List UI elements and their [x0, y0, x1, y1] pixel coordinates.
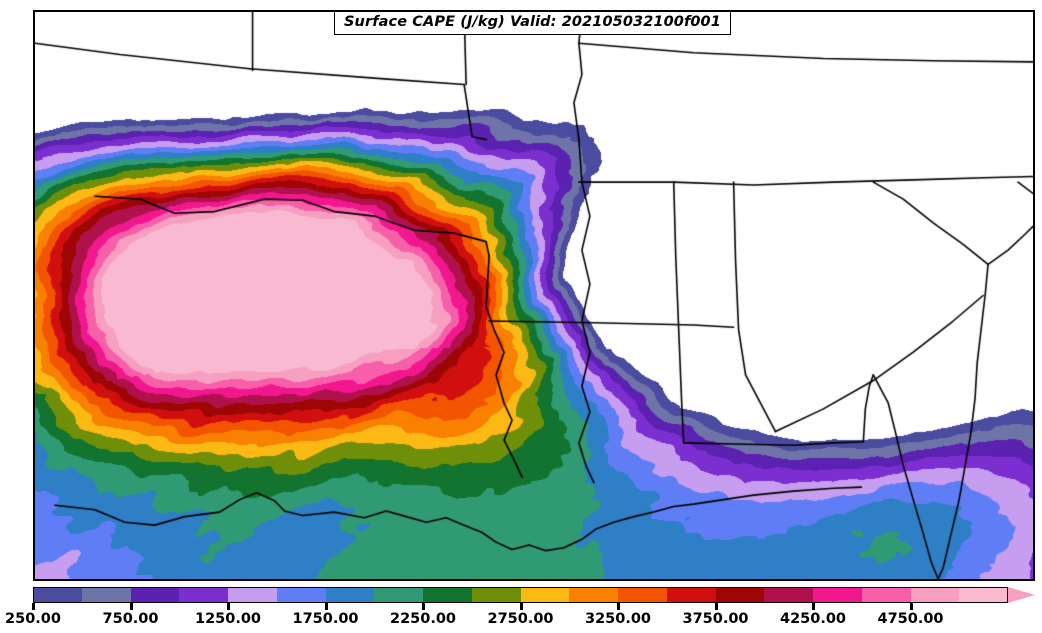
- colorbar-swatch: [715, 587, 765, 603]
- colorbar-swatch: [618, 587, 668, 603]
- colorbar-swatch: [179, 587, 229, 603]
- cape-contour-field: [35, 12, 1033, 579]
- colorbar-swatch: [861, 587, 912, 603]
- colorbar-tick-label: 1750.00: [292, 611, 359, 627]
- colorbar-tick: [909, 603, 913, 610]
- colorbar-tick-label: 2250.00: [389, 611, 457, 627]
- colorbar-tick-label: 250.00: [5, 611, 61, 627]
- colorbar-swatch: [959, 587, 1009, 603]
- colorbar-swatch: [325, 587, 375, 603]
- colorbar-tick-label: 3750.00: [682, 611, 749, 627]
- colorbar-tick: [519, 603, 523, 610]
- colorbar-tick: [714, 603, 718, 610]
- colorbar-swatch: [423, 587, 473, 603]
- colorbar-swatch: [374, 587, 424, 603]
- colorbar-swatch: [520, 587, 570, 603]
- colorbar-tick: [227, 603, 230, 610]
- plot-title: Surface CAPE (J/kg) Valid: 202105032100f…: [344, 14, 721, 30]
- colorbar-tick: [812, 603, 815, 610]
- colorbar-swatch: [471, 587, 522, 603]
- colorbar-swatch: [81, 587, 132, 603]
- colorbar-swatch: [764, 587, 814, 603]
- colorbar-tick: [422, 603, 425, 610]
- colorbar-tick-label: 3250.00: [584, 611, 652, 627]
- plot-title-box: Surface CAPE (J/kg) Valid: 202105032100f…: [334, 11, 731, 36]
- colorbar-swatch: [813, 587, 863, 603]
- colorbar-tick-label: 4750.00: [877, 611, 944, 627]
- colorbar-tick: [32, 603, 35, 610]
- colorbar-swatch: [276, 587, 327, 603]
- colorbar-tick-label: 2750.00: [487, 611, 554, 627]
- colorbar-tick-label: 4250.00: [779, 611, 847, 627]
- colorbar: 250.00 750.00 1250.00 1750.00 2250.00 2750.00…: [0, 584, 1042, 633]
- colorbar-swatch: [33, 587, 83, 603]
- colorbar-tick-label: 1250.00: [194, 611, 262, 627]
- colorbar-swatches: [33, 587, 1009, 603]
- colorbar-tick: [617, 603, 620, 610]
- colorbar-tick: [324, 603, 328, 610]
- map-plot-area: [33, 10, 1035, 581]
- colorbar-swatch: [130, 587, 180, 603]
- colorbar-swatch: [228, 587, 278, 603]
- colorbar-tick-label: 750.00: [102, 611, 159, 627]
- colorbar-extend-arrow: [1008, 587, 1035, 603]
- colorbar-swatch: [569, 587, 619, 603]
- colorbar-tick: [129, 603, 133, 610]
- colorbar-swatch: [666, 587, 717, 603]
- colorbar-swatch: [910, 587, 960, 603]
